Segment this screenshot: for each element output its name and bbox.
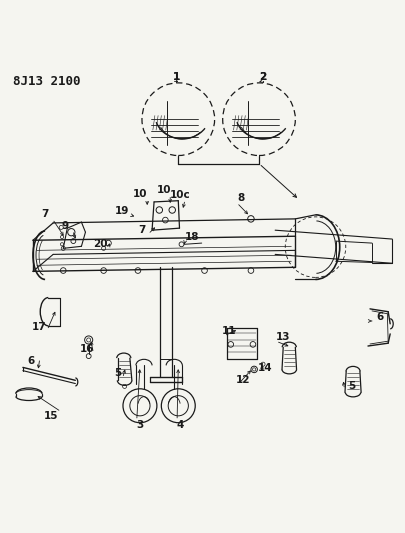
Text: 14: 14: [258, 363, 273, 373]
Text: 19: 19: [115, 206, 129, 216]
Text: 8J13 2100: 8J13 2100: [13, 75, 80, 88]
Text: 20: 20: [94, 239, 108, 249]
Text: 12: 12: [236, 375, 250, 385]
Text: 10: 10: [157, 185, 171, 195]
Text: 13: 13: [276, 332, 290, 342]
Text: 1: 1: [173, 72, 180, 82]
Text: 9: 9: [62, 221, 69, 231]
Text: 11: 11: [222, 326, 236, 336]
Text: 6: 6: [28, 357, 34, 366]
Text: 7: 7: [41, 209, 49, 219]
Text: 4: 4: [177, 419, 184, 430]
Text: 2: 2: [260, 72, 266, 82]
Text: 6: 6: [377, 312, 384, 322]
Text: 2: 2: [260, 72, 266, 82]
Text: 8: 8: [237, 193, 245, 203]
Text: 10: 10: [133, 189, 147, 199]
Text: 18: 18: [185, 232, 200, 243]
Text: 5: 5: [114, 368, 122, 378]
Text: 15: 15: [44, 411, 58, 421]
Text: 7: 7: [138, 225, 146, 235]
Text: 16: 16: [80, 344, 95, 354]
Text: 17: 17: [32, 322, 46, 332]
Text: 1: 1: [173, 72, 180, 82]
Text: 3: 3: [136, 419, 143, 430]
Text: 5: 5: [348, 381, 356, 391]
Text: 10c: 10c: [170, 190, 191, 200]
